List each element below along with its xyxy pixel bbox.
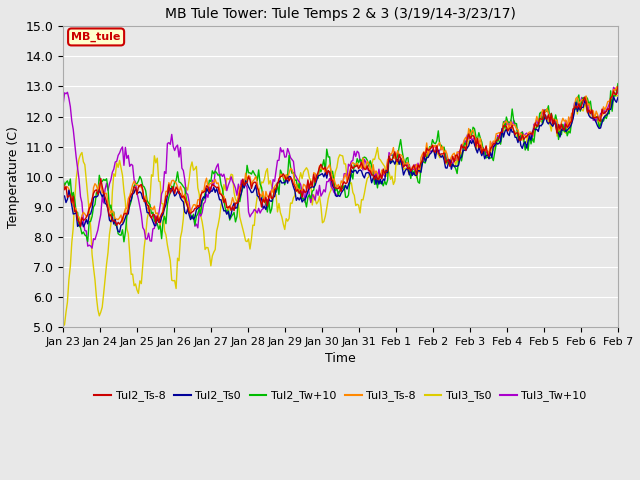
- Tul2_Ts-8: [611, 92, 619, 97]
- Tul3_Tw+10: [612, 87, 620, 93]
- Tul2_Ts0: [116, 229, 124, 235]
- Tul3_Tw+10: [60, 102, 67, 108]
- Tul3_Ts-8: [612, 84, 620, 90]
- Tul2_Ts0: [610, 94, 618, 100]
- Tul2_Ts-8: [539, 116, 547, 122]
- Tul2_Tw+10: [60, 177, 67, 183]
- Tul3_Ts-8: [156, 222, 164, 228]
- Tul2_Ts-8: [97, 176, 104, 181]
- Tul3_Tw+10: [610, 84, 618, 90]
- Tul3_Tw+10: [78, 200, 86, 205]
- Tul2_Tw+10: [456, 152, 464, 157]
- Tul2_Tw+10: [120, 239, 128, 245]
- Tul2_Ts-8: [79, 217, 87, 223]
- Tul3_Ts0: [538, 119, 545, 124]
- Line: Tul3_Ts-8: Tul3_Ts-8: [63, 87, 618, 225]
- Tul3_Ts-8: [95, 181, 103, 187]
- Tul3_Tw+10: [614, 90, 622, 96]
- Tul3_Tw+10: [346, 163, 354, 169]
- Tul3_Tw+10: [539, 109, 547, 115]
- Tul3_Tw+10: [97, 212, 104, 217]
- Tul2_Ts0: [456, 156, 464, 161]
- Tul3_Ts-8: [346, 168, 354, 174]
- Tul2_Tw+10: [539, 121, 547, 127]
- Line: Tul2_Ts0: Tul2_Ts0: [63, 97, 618, 232]
- Tul3_Ts0: [455, 160, 463, 166]
- X-axis label: Time: Time: [325, 352, 356, 365]
- Line: Tul3_Tw+10: Tul3_Tw+10: [63, 87, 618, 248]
- Tul3_Ts-8: [611, 88, 619, 94]
- Tul2_Ts0: [612, 99, 620, 105]
- Tul3_Ts0: [95, 313, 103, 319]
- Legend: Tul2_Ts-8, Tul2_Ts0, Tul2_Tw+10, Tul3_Ts-8, Tul3_Ts0, Tul3_Tw+10: Tul2_Ts-8, Tul2_Ts0, Tul2_Tw+10, Tul3_Ts…: [90, 386, 591, 406]
- Tul2_Ts-8: [456, 148, 464, 154]
- Tul3_Ts0: [614, 93, 622, 98]
- Tul3_Tw+10: [88, 245, 96, 251]
- Tul2_Tw+10: [611, 93, 619, 99]
- Tul3_Ts-8: [78, 213, 86, 218]
- Tul2_Ts0: [78, 218, 86, 224]
- Tul3_Ts-8: [614, 88, 622, 94]
- Tul3_Ts0: [78, 150, 86, 156]
- Tul2_Ts-8: [346, 171, 354, 177]
- Tul2_Ts0: [346, 178, 354, 183]
- Tul2_Ts0: [614, 95, 622, 100]
- Tul3_Ts-8: [60, 180, 67, 186]
- Tul2_Ts-8: [77, 224, 84, 229]
- Tul3_Ts0: [611, 91, 619, 96]
- Line: Tul2_Ts-8: Tul2_Ts-8: [63, 87, 618, 227]
- Tul2_Ts-8: [614, 84, 622, 90]
- Tul2_Tw+10: [95, 172, 103, 178]
- Tul3_Ts0: [345, 171, 353, 177]
- Y-axis label: Temperature (C): Temperature (C): [7, 126, 20, 228]
- Title: MB Tule Tower: Tule Temps 2 & 3 (3/19/14-3/23/17): MB Tule Tower: Tule Temps 2 & 3 (3/19/14…: [165, 7, 516, 21]
- Tul2_Ts-8: [60, 180, 67, 185]
- Tul3_Ts-8: [539, 107, 547, 112]
- Tul2_Tw+10: [346, 177, 354, 183]
- Text: MB_tule: MB_tule: [72, 32, 121, 42]
- Tul3_Tw+10: [456, 150, 464, 156]
- Tul3_Ts0: [610, 90, 618, 96]
- Line: Tul3_Ts0: Tul3_Ts0: [63, 93, 618, 326]
- Tul3_Ts0: [60, 324, 67, 329]
- Tul2_Ts0: [95, 187, 103, 192]
- Tul3_Ts-8: [456, 151, 464, 156]
- Tul2_Ts0: [60, 193, 67, 199]
- Tul2_Ts0: [539, 120, 547, 126]
- Tul2_Tw+10: [78, 231, 86, 237]
- Line: Tul2_Tw+10: Tul2_Tw+10: [63, 84, 618, 242]
- Tul2_Tw+10: [614, 81, 622, 86]
